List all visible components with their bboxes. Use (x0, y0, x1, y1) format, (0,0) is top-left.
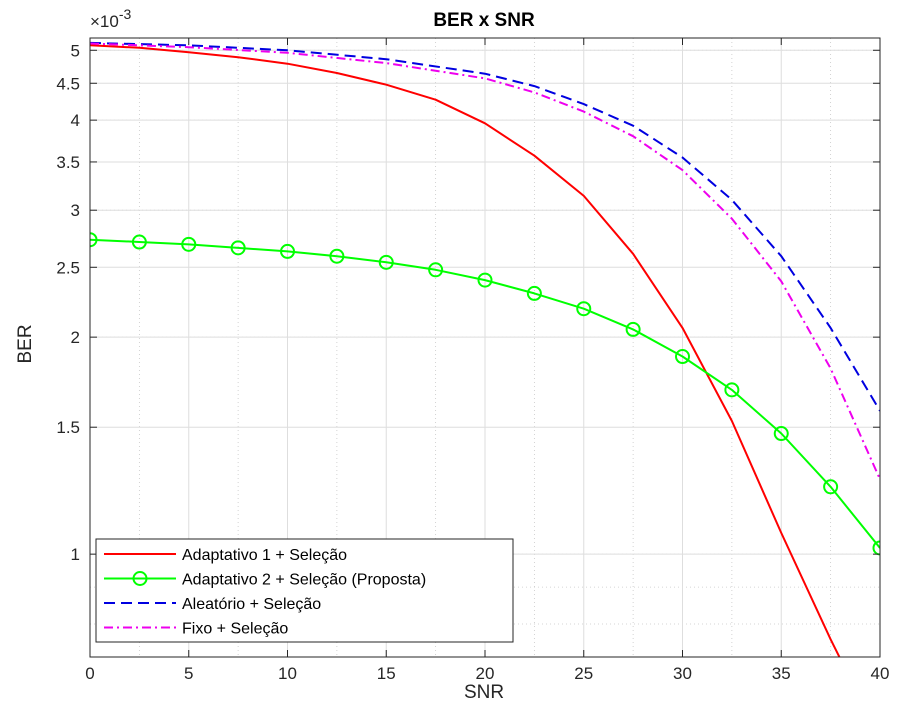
y-axis-multiplier-exponent: -3 (119, 6, 132, 22)
x-tick-label: 20 (476, 664, 495, 683)
legend-entry-3: Fixo + Seleção (182, 621, 288, 638)
series-1-point (773, 426, 789, 442)
series-1-point (625, 321, 641, 337)
series-1-point (576, 301, 592, 317)
chart-title: BER x SNR (433, 10, 535, 31)
series-1-point (526, 285, 542, 301)
series-line-2 (90, 41, 880, 412)
y-tick-label: 1.5 (56, 418, 80, 437)
series-line-1 (90, 238, 880, 549)
y-tick-label: 1 (71, 545, 80, 564)
y-tick-label: 3.5 (56, 153, 80, 172)
series-1-point (823, 479, 839, 495)
series-1-point (90, 232, 98, 248)
series-1-point (428, 262, 444, 278)
y-tick-label: 5 (71, 41, 80, 60)
series-line-0 (90, 44, 841, 657)
x-tick-label: 30 (673, 664, 692, 683)
legend: Adaptativo 1 + Seleção Adaptativo 2 + Sel… (95, 538, 514, 643)
series-1-point (872, 540, 880, 556)
x-tick-label: 40 (871, 664, 890, 683)
y-axis-multiplier-base: ×10 (90, 12, 119, 31)
x-tick-label: 25 (574, 664, 593, 683)
series-line-3 (90, 42, 880, 480)
series-1-point (131, 234, 147, 250)
ticks (89, 38, 881, 657)
series-1-point (230, 240, 246, 256)
x-axis-label: SNR (464, 682, 504, 703)
y-tick-label: 2 (71, 328, 80, 347)
y-axis-multiplier: ×10-3 (90, 6, 132, 31)
major-grid (89, 38, 881, 657)
x-tick-label: 0 (85, 664, 94, 683)
x-tick-label: 15 (377, 664, 396, 683)
y-tick-label: 4 (71, 111, 80, 130)
legend-entry-0: Adaptativo 1 + Seleção (182, 547, 347, 564)
legend-marker-1 (132, 571, 148, 586)
y-tick-label: 3 (71, 201, 80, 220)
series-1-point (378, 254, 394, 270)
series-1-point (724, 382, 740, 398)
series-layer (90, 41, 880, 657)
series-1-point (675, 349, 690, 365)
x-tick-label: 35 (772, 664, 791, 683)
legend-box (95, 538, 514, 643)
y-tick-labels: 1 1.5 2 2.5 3 3.5 4 4.5 5 (56, 41, 80, 564)
series-1-point (477, 272, 493, 288)
x-tick-label: 5 (184, 664, 193, 683)
y-tick-label: 2.5 (56, 258, 80, 277)
series-1-point (181, 236, 197, 252)
series-1-point (329, 248, 345, 264)
legend-entry-1: Adaptativo 2 + Seleção (Proposta) (182, 572, 426, 589)
y-tick-label: 4.5 (56, 74, 80, 93)
y-axis-label: BER (15, 324, 36, 363)
x-tick-label: 10 (278, 664, 297, 683)
legend-entry-2: Aleatório + Seleção (182, 596, 321, 613)
x-tick-labels: 0 5 10 15 20 25 30 35 40 (85, 664, 889, 683)
series-1-point (280, 243, 295, 259)
